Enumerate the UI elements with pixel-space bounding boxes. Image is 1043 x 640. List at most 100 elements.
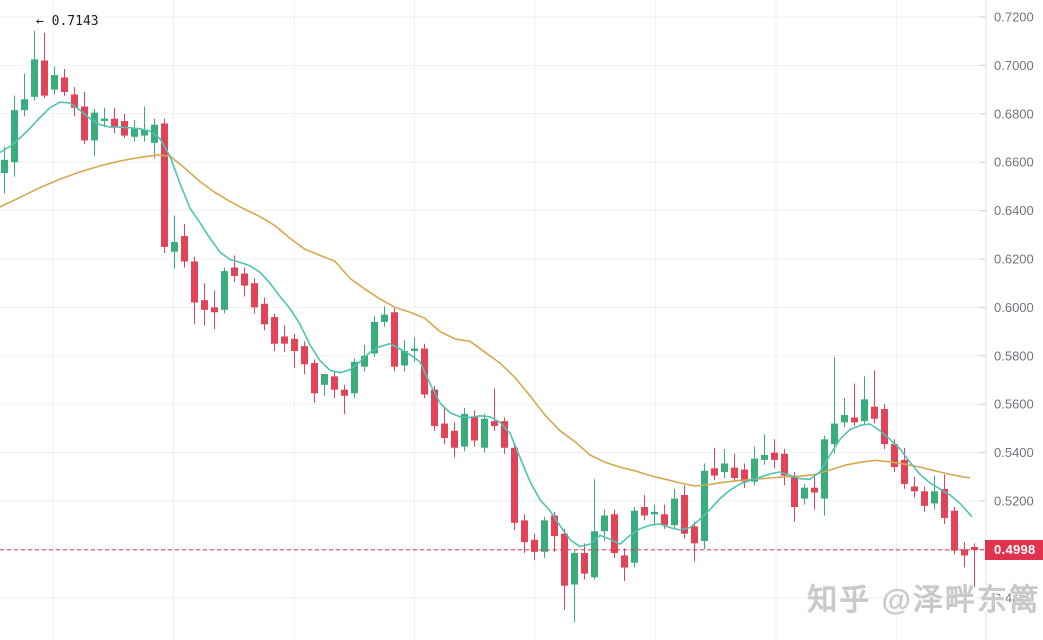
candle-down: [71, 87, 78, 117]
candle-down: [451, 422, 458, 458]
high-price-annotation: ← 0.7143: [36, 14, 99, 29]
vertical-gridlines: [52, 0, 897, 640]
candle-down: [921, 486, 928, 512]
candle-down: [441, 407, 448, 445]
candle-body: [241, 273, 248, 286]
candle-body: [301, 346, 308, 365]
candle-body: [961, 549, 968, 556]
candle-body: [951, 510, 958, 551]
candle-body: [391, 312, 398, 367]
candle-body: [691, 526, 698, 544]
candle-up: [721, 448, 728, 479]
candle-up: [11, 95, 18, 177]
candle-down: [391, 307, 398, 372]
candle-down: [61, 69, 68, 96]
candle-body: [281, 336, 288, 344]
candle-body: [921, 491, 928, 506]
candle-body: [791, 475, 798, 508]
candle-down: [261, 297, 268, 331]
candle-body: [91, 112, 98, 141]
y-axis-tick-label: 0.6200: [994, 252, 1034, 267]
candle-body: [471, 416, 478, 441]
candle-body: [31, 59, 38, 97]
candle-body: [611, 514, 618, 554]
candle-body: [671, 498, 678, 526]
candle-body: [191, 261, 198, 303]
candle-body: [111, 118, 118, 128]
candle-body: [701, 470, 708, 541]
candle-body: [131, 128, 138, 137]
candle-body: [841, 415, 848, 423]
candle-down: [241, 267, 248, 297]
candle-body: [751, 458, 758, 482]
candle-up: [401, 340, 408, 372]
candle-up: [821, 435, 828, 516]
candle-body: [381, 314, 388, 322]
candle-down: [291, 334, 298, 368]
candle-down: [491, 388, 498, 431]
y-axis-tick-label: 0.7200: [994, 10, 1034, 25]
candle-down: [971, 543, 978, 587]
candle-body: [551, 515, 558, 537]
candle-body: [291, 338, 298, 351]
candle-body: [761, 455, 768, 460]
candle-body: [891, 444, 898, 468]
candle-up: [541, 516, 548, 558]
candle-body: [221, 271, 228, 310]
y-axis-tick-label: 0.6000: [994, 300, 1034, 315]
candle-body: [481, 418, 488, 448]
candle-body: [171, 242, 178, 252]
candle-down: [771, 439, 778, 469]
candle-body: [871, 406, 878, 419]
candle-up: [481, 413, 488, 453]
candle-down: [811, 475, 818, 510]
candle-body: [181, 236, 188, 262]
candle-body: [411, 348, 418, 351]
candle-down: [621, 548, 628, 581]
candle-body: [431, 389, 438, 426]
candle-down: [301, 341, 308, 374]
candle-body: [161, 123, 168, 247]
candle-body: [331, 376, 338, 390]
candle-body: [631, 510, 638, 563]
candle-body: [491, 421, 498, 426]
y-axis-labels: 0.7200 0.7000 0.6800 0.6600 0.6400 0.6200 0.60…: [994, 10, 1034, 606]
candle-body: [251, 283, 258, 308]
candle-down: [791, 471, 798, 522]
candle-body: [911, 486, 918, 492]
candle-body: [971, 546, 978, 550]
y-axis-tick-label: 0.7000: [994, 58, 1034, 73]
candle-body: [781, 453, 788, 476]
candle-down: [111, 107, 118, 134]
candle-body: [81, 106, 88, 141]
candle-body: [711, 468, 718, 476]
candle-down: [191, 256, 198, 325]
candle-body: [361, 355, 368, 367]
candle-body: [661, 514, 668, 526]
candle-up: [571, 550, 578, 622]
candle-body: [571, 553, 578, 585]
candle-down: [611, 509, 618, 558]
candle-body: [561, 533, 568, 586]
candle-body: [591, 531, 598, 578]
candle-body: [821, 439, 828, 499]
candle-body: [231, 267, 238, 276]
candle-down: [581, 543, 588, 580]
candle-body: [51, 75, 58, 90]
candle-up: [141, 106, 148, 142]
candle-up: [671, 488, 678, 529]
candle-body: [771, 452, 778, 460]
y-axis-tick-label: 0.5600: [994, 397, 1034, 412]
candle-up: [101, 107, 108, 128]
candle-body: [811, 487, 818, 493]
y-axis-tick-label: 0.6400: [994, 203, 1034, 218]
candle-body: [101, 118, 108, 122]
last-price-label: 0.4998: [985, 540, 1043, 560]
candle-body: [941, 488, 948, 518]
candle-body: [541, 520, 548, 552]
candle-body: [681, 494, 688, 534]
candle-body: [321, 373, 328, 385]
candle-down: [521, 514, 528, 554]
candle-down: [511, 444, 518, 531]
